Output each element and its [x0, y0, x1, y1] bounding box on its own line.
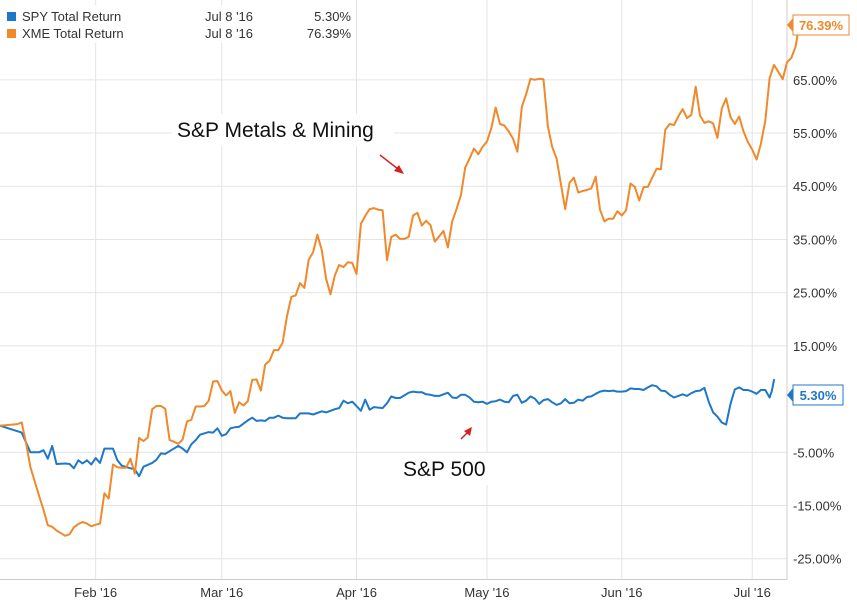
xme-end-label-pointer [787, 18, 793, 32]
y-tick-label: 35.00% [793, 232, 838, 247]
x-tick-label: Jul '16 [734, 585, 771, 600]
y-tick-label: 15.00% [793, 339, 838, 354]
legend: SPY Total Return Jul 8 '16 5.30% XME Tot… [0, 5, 355, 43]
series-line-xme [0, 18, 801, 537]
y-tick-label: 65.00% [793, 73, 838, 88]
legend-background [0, 5, 355, 43]
y-tick-label: 45.00% [793, 179, 838, 194]
spy-end-label-box [792, 384, 844, 406]
x-tick-label: Mar '16 [200, 585, 243, 600]
xme-end-label: 76.39% [799, 18, 844, 33]
metals-annotation-arrow [379, 154, 399, 170]
y-axis-tick-labels: 65.00% 55.00% 45.00% 35.00% 25.00% 15.00% -5.0… [793, 73, 842, 567]
metals-annotation-background [172, 114, 394, 146]
x-tick-label: May '16 [464, 585, 509, 600]
annotations: S&P Metals & Mining S&P 500 [172, 114, 498, 485]
spx-annotation-label: S&P 500 [403, 458, 486, 481]
y-tick-label: 25.00% [793, 286, 838, 301]
spy-end-label-pointer [787, 388, 793, 402]
legend-name-spy: SPY Total Return [22, 9, 121, 24]
y-tick-label: -25.00% [793, 552, 842, 567]
legend-name-xme: XME Total Return [22, 26, 124, 41]
legend-swatch-spy [7, 12, 16, 21]
x-tick-label: Apr '16 [336, 585, 377, 600]
legend-value-spy: 5.30% [314, 9, 351, 24]
legend-swatch-xme [7, 29, 16, 38]
legend-date-xme: Jul 8 '16 [205, 26, 253, 41]
end-value-labels: 76.39% 5.30% [787, 14, 850, 406]
spy-end-label: 5.30% [800, 388, 837, 403]
x-tick-label: Feb '16 [74, 585, 117, 600]
legend-value-xme: 76.39% [307, 26, 352, 41]
y-tick-label: -5.00% [793, 445, 835, 460]
series-layer [0, 18, 801, 537]
series-line-spy [0, 378, 775, 478]
y-tick-label: 55.00% [793, 126, 838, 141]
metals-annotation-label: S&P Metals & Mining [177, 119, 374, 142]
x-axis-tick-labels: Feb '16 Mar '16 Apr '16 May '16 Jun '16 Jul '… [74, 585, 771, 600]
y-tick-label: -15.00% [793, 499, 842, 514]
spx-annotation-arrowhead [464, 427, 472, 436]
legend-date-spy: Jul 8 '16 [205, 9, 253, 24]
xme-end-label-box [792, 14, 850, 36]
metals-annotation-arrowhead [394, 165, 404, 174]
spx-annotation-background [398, 453, 498, 485]
x-tick-label: Jun '16 [601, 585, 643, 600]
